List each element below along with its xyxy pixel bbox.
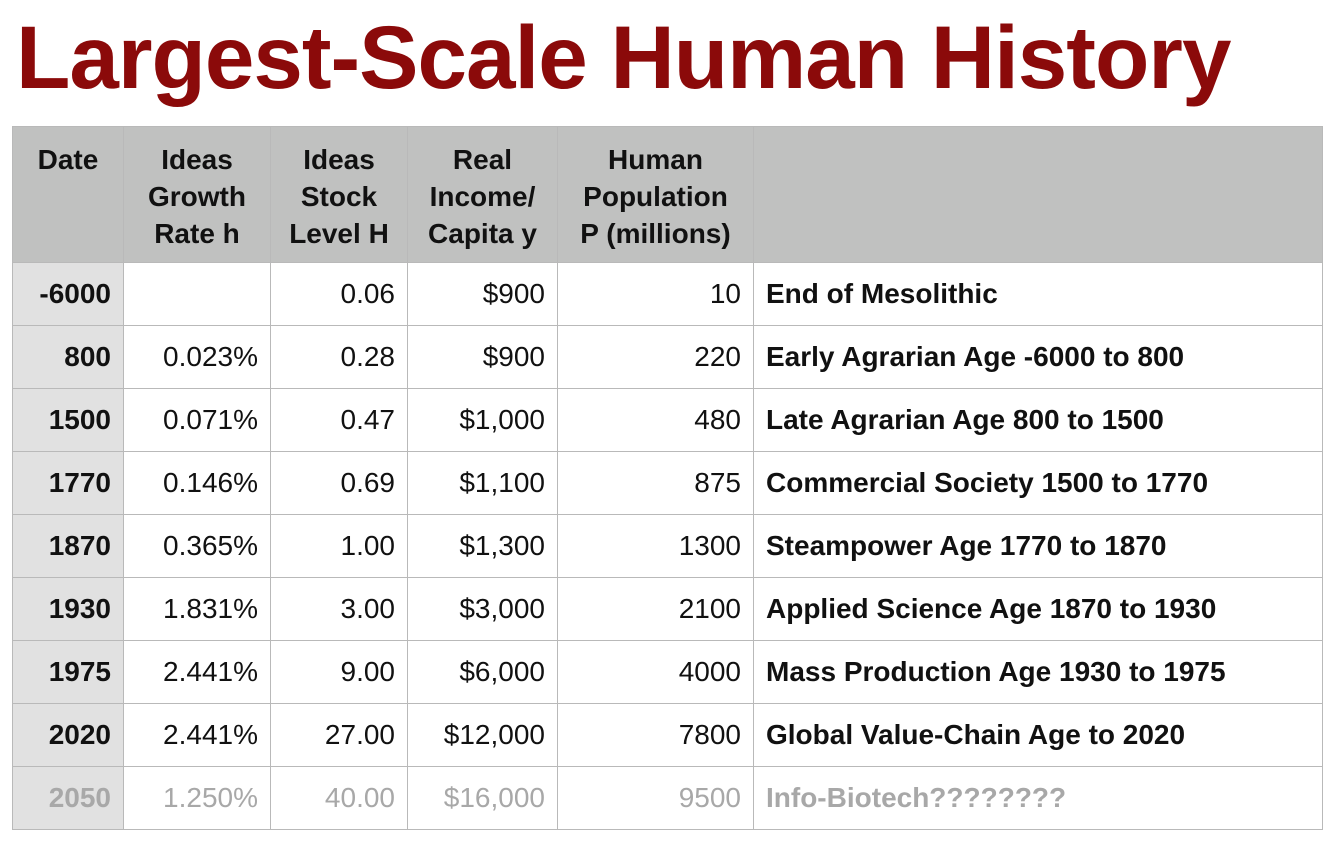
cell-stock-level: 0.69 xyxy=(270,451,408,515)
cell-era: Mass Production Age 1930 to 1975 xyxy=(753,640,1323,704)
cell-income: $12,000 xyxy=(407,703,558,767)
cell-stock-level: 9.00 xyxy=(270,640,408,704)
cell-population: 480 xyxy=(557,388,754,452)
cell-population: 875 xyxy=(557,451,754,515)
cell-income: $1,100 xyxy=(407,451,558,515)
cell-date: 1930 xyxy=(12,577,124,641)
cell-income: $3,000 xyxy=(407,577,558,641)
cell-income: $6,000 xyxy=(407,640,558,704)
header-date: Date xyxy=(12,126,124,263)
cell-date: 1500 xyxy=(12,388,124,452)
cell-era: Global Value-Chain Age to 2020 xyxy=(753,703,1323,767)
cell-stock-level: 1.00 xyxy=(270,514,408,578)
table-body: -6000 0.06 $900 10 End of Mesolithic 800… xyxy=(12,262,1323,830)
table-row: 2020 2.441% 27.00 $12,000 7800 Global Va… xyxy=(12,703,1323,767)
cell-income: $900 xyxy=(407,262,558,326)
cell-income: $16,000 xyxy=(407,766,558,830)
cell-stock-level: 40.00 xyxy=(270,766,408,830)
cell-era: Late Agrarian Age 800 to 1500 xyxy=(753,388,1323,452)
cell-population: 9500 xyxy=(557,766,754,830)
cell-era: Steampower Age 1770 to 1870 xyxy=(753,514,1323,578)
cell-stock-level: 0.06 xyxy=(270,262,408,326)
cell-growth-rate xyxy=(123,262,271,326)
cell-date: 2020 xyxy=(12,703,124,767)
cell-era: Info-Biotech???????? xyxy=(753,766,1323,830)
page-title: Largest-Scale Human History xyxy=(16,7,1231,107)
cell-stock-level: 27.00 xyxy=(270,703,408,767)
cell-growth-rate: 0.365% xyxy=(123,514,271,578)
cell-growth-rate: 2.441% xyxy=(123,640,271,704)
header-real-income-per-capita: Real Income/ Capita y xyxy=(407,126,558,263)
cell-income: $1,300 xyxy=(407,514,558,578)
cell-era: End of Mesolithic xyxy=(753,262,1323,326)
cell-population: 4000 xyxy=(557,640,754,704)
table-header: Date Ideas Growth Rate h Ideas Stock Lev… xyxy=(12,126,1323,263)
header-era xyxy=(753,126,1323,263)
cell-date: -6000 xyxy=(12,262,124,326)
header-ideas-stock-level: Ideas Stock Level H xyxy=(270,126,408,263)
table-row: 800 0.023% 0.28 $900 220 Early Agrarian … xyxy=(12,325,1323,389)
cell-population: 10 xyxy=(557,262,754,326)
table-row: 1500 0.071% 0.47 $1,000 480 Late Agraria… xyxy=(12,388,1323,452)
cell-date: 1870 xyxy=(12,514,124,578)
cell-growth-rate: 1.250% xyxy=(123,766,271,830)
cell-income: $900 xyxy=(407,325,558,389)
cell-population: 2100 xyxy=(557,577,754,641)
cell-income: $1,000 xyxy=(407,388,558,452)
table-row: 1870 0.365% 1.00 $1,300 1300 Steampower … xyxy=(12,514,1323,578)
cell-era: Early Agrarian Age -6000 to 800 xyxy=(753,325,1323,389)
cell-growth-rate: 0.023% xyxy=(123,325,271,389)
cell-growth-rate: 0.146% xyxy=(123,451,271,515)
cell-population: 1300 xyxy=(557,514,754,578)
cell-date: 2050 xyxy=(12,766,124,830)
table-row: 1975 2.441% 9.00 $6,000 4000 Mass Produc… xyxy=(12,640,1323,704)
cell-growth-rate: 0.071% xyxy=(123,388,271,452)
table-row: 1770 0.146% 0.69 $1,100 875 Commercial S… xyxy=(12,451,1323,515)
cell-stock-level: 3.00 xyxy=(270,577,408,641)
cell-growth-rate: 2.441% xyxy=(123,703,271,767)
cell-stock-level: 0.47 xyxy=(270,388,408,452)
table-row: 1930 1.831% 3.00 $3,000 2100 Applied Sci… xyxy=(12,577,1323,641)
cell-date: 800 xyxy=(12,325,124,389)
cell-date: 1770 xyxy=(12,451,124,515)
cell-population: 220 xyxy=(557,325,754,389)
cell-growth-rate: 1.831% xyxy=(123,577,271,641)
cell-date: 1975 xyxy=(12,640,124,704)
cell-era: Applied Science Age 1870 to 1930 xyxy=(753,577,1323,641)
cell-era: Commercial Society 1500 to 1770 xyxy=(753,451,1323,515)
header-ideas-growth-rate: Ideas Growth Rate h xyxy=(123,126,271,263)
table-row: -6000 0.06 $900 10 End of Mesolithic xyxy=(12,262,1323,326)
history-table: Date Ideas Growth Rate h Ideas Stock Lev… xyxy=(12,126,1323,830)
cell-stock-level: 0.28 xyxy=(270,325,408,389)
header-human-population: Human Population P (millions) xyxy=(557,126,754,263)
table-row-projected: 2050 1.250% 40.00 $16,000 9500 Info-Biot… xyxy=(12,766,1323,830)
header-row: Date Ideas Growth Rate h Ideas Stock Lev… xyxy=(12,126,1323,263)
cell-population: 7800 xyxy=(557,703,754,767)
